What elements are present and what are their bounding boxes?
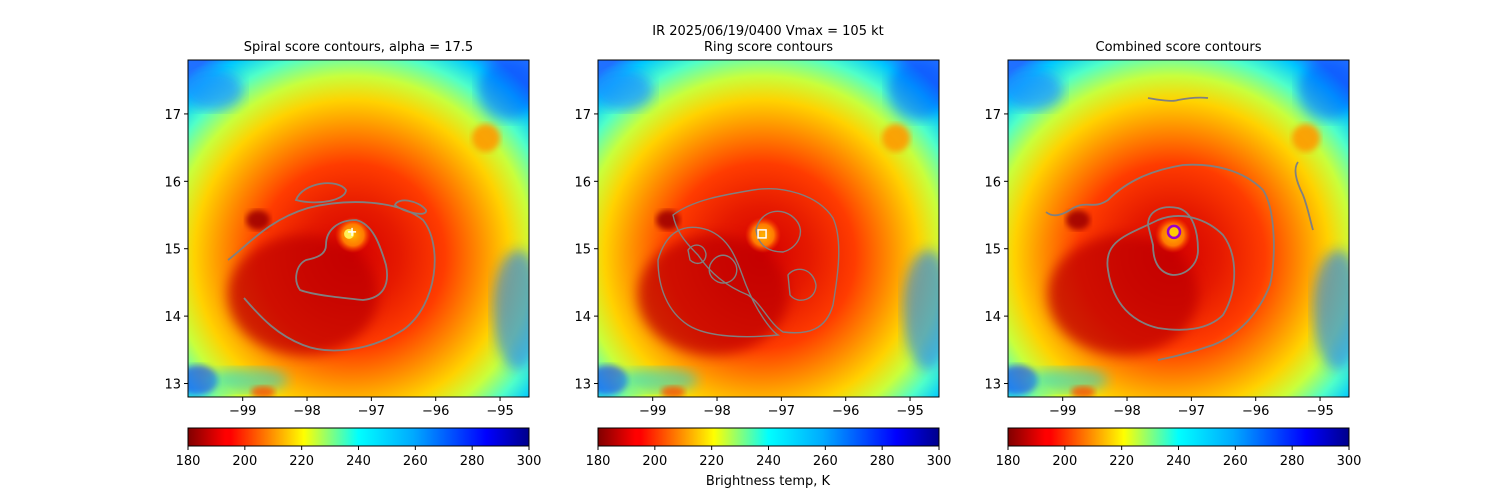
y-tick-label: 17 (164, 108, 181, 123)
center-marker (1166, 224, 1182, 240)
colorbar-tick-label: 220 (289, 454, 314, 469)
y-tick-label: 15 (164, 243, 181, 258)
contour-line (1147, 206, 1199, 276)
colorbar-tick-label: 260 (403, 454, 428, 469)
y-tick-label: 15 (574, 243, 591, 258)
colorbar-tick-label: 300 (927, 454, 952, 469)
x-tick-label: −95 (486, 404, 513, 419)
y-tick-label: 13 (574, 378, 591, 393)
colorbar-tick-label: 240 (1166, 454, 1191, 469)
colorbar-tick-label: 220 (1109, 454, 1134, 469)
x-tick-label: −99 (1049, 404, 1076, 419)
colorbar-tick-label: 180 (996, 454, 1021, 469)
y-tick-label: 13 (984, 378, 1001, 393)
x-tick-label: −98 (1113, 404, 1140, 419)
contour-line (1106, 215, 1236, 331)
y-tick-label: 17 (574, 108, 591, 123)
contour-line (295, 219, 388, 301)
contour-line (687, 244, 707, 265)
colorbar-tick-label: 260 (1223, 454, 1248, 469)
contours (1045, 96, 1314, 361)
y-tick-label: 14 (984, 310, 1001, 325)
x-tick-label: −98 (293, 404, 320, 419)
colorbar-tick-label: 280 (870, 454, 895, 469)
colorbar-tick-label: 280 (1280, 454, 1305, 469)
colorbar-tick-label: 180 (586, 454, 611, 469)
y-tick-label: 13 (164, 378, 181, 393)
axes-frame (187, 59, 530, 398)
colorbar-tick-label: 300 (1337, 454, 1362, 469)
colorbar-tick-label: 280 (460, 454, 485, 469)
x-tick-label: −99 (639, 404, 666, 419)
x-tick-label: −99 (229, 404, 256, 419)
ir-image (588, 60, 953, 398)
panel-1: Spiral score contours, alpha = 17.5 −99 −9… (164, 40, 542, 469)
colorbar-tick-label: 180 (176, 454, 201, 469)
y-tick-label: 16 (164, 175, 181, 190)
center-marker (757, 229, 767, 239)
colorbar-tick-label: 260 (813, 454, 838, 469)
colorbar-tick-label: 240 (346, 454, 371, 469)
x-tick-label: −96 (832, 404, 859, 419)
colorbar-label: Brightness temp, K (706, 474, 831, 489)
contour-line (1294, 161, 1314, 231)
y-tick-label: 17 (984, 108, 1001, 123)
contour-line (294, 182, 347, 204)
colorbar-tick-label: 240 (756, 454, 781, 469)
contours (227, 182, 436, 352)
panel-3: Combined score contours −99 −98 −97 −96 −95 13… (984, 40, 1362, 469)
x-tick-label: −96 (1242, 404, 1269, 419)
x-tick-label: −95 (896, 404, 923, 419)
colorbar-tick-label: 220 (699, 454, 724, 469)
colorbar-tick-label: 200 (642, 454, 667, 469)
contour-line (227, 201, 436, 352)
y-tick-label: 14 (164, 310, 181, 325)
panels: Spiral score contours, alpha = 17.5 −99 −9… (164, 40, 1362, 469)
contour-line (755, 210, 801, 253)
figure-suptitle: IR 2025/06/19/0400 Vmax = 105 kt (652, 24, 883, 39)
x-tick-label: −97 (1178, 404, 1205, 419)
colorbar (187, 427, 530, 447)
center-marker (348, 227, 357, 236)
y-tick-label: 16 (574, 175, 591, 190)
x-tick-label: −98 (703, 404, 730, 419)
axes-frame (1007, 59, 1350, 398)
ir-image-raster (588, 60, 953, 398)
colorbar-tick-label: 200 (1052, 454, 1077, 469)
panel-title: Combined score contours (1096, 40, 1262, 55)
colorbar (597, 427, 940, 447)
contours (657, 188, 840, 338)
colorbar-tick-label: 200 (232, 454, 257, 469)
colorbar-tick-label: 300 (517, 454, 542, 469)
y-tick-label: 14 (574, 310, 591, 325)
contour-line (1147, 96, 1209, 102)
panel-2: Ring score contours −99 −98 −97 −96 −95 13 14 15… (574, 40, 953, 469)
colorbar (1007, 427, 1350, 447)
y-tick-label: 15 (984, 243, 1001, 258)
contour-line (787, 268, 817, 301)
x-tick-label: −97 (768, 404, 795, 419)
x-tick-label: −95 (1306, 404, 1333, 419)
contour-line (708, 254, 738, 284)
axes-frame (597, 59, 940, 398)
contour-line (672, 188, 840, 334)
y-tick-label: 16 (984, 175, 1001, 190)
x-tick-label: −97 (358, 404, 385, 419)
contour-line (657, 226, 781, 338)
contour-line (1045, 163, 1275, 361)
panel-title: Ring score contours (704, 40, 833, 55)
x-tick-label: −96 (422, 404, 449, 419)
panel-title: Spiral score contours, alpha = 17.5 (244, 40, 473, 55)
